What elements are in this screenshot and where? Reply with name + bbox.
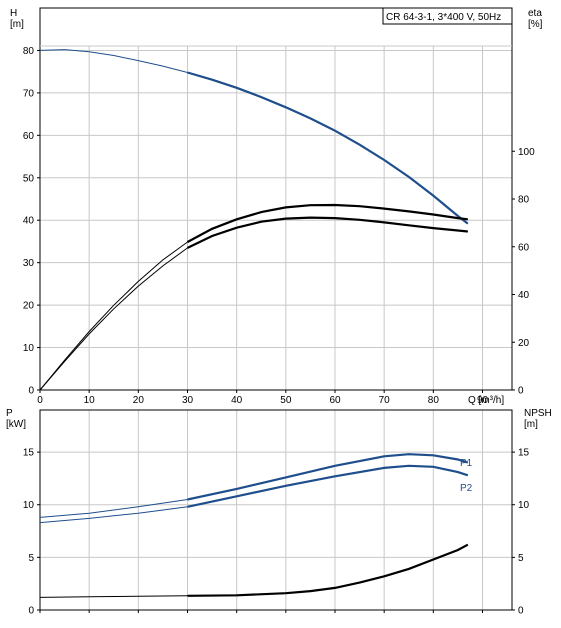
y-left-tick-label: 5 [28,553,34,564]
y-right-tick-label: 60 [518,242,530,253]
y-left-tick-label: 30 [23,258,35,269]
bottom-right-axis-label: NPSH [m] [524,408,552,430]
x-tick-label: 80 [428,395,440,406]
y-left-tick-label: 50 [23,173,35,184]
series-operating-range-curve-1 [186,203,468,243]
x-tick-label: 30 [182,395,194,406]
y-left-tick-label: 15 [23,448,35,459]
series-operating-range-curve-0 [187,71,469,225]
y-left-tick-label: 10 [23,343,35,354]
series-line-P2 [39,465,468,524]
top-right-axis-label: eta [%] [528,8,543,30]
curve-chart-p-npsh: 0 5 10 15 0 5 10 15 P [kW] NPSH [m] P1 P2 [6,408,552,617]
bottom-left-axis-label: P [kW] [6,408,26,430]
series-label-p2: P2 [460,483,473,494]
series-line-curve-2 [39,217,468,391]
bottom-tick-labels: 0 5 10 15 0 5 10 15 [23,448,530,617]
bottom-series-lines [39,453,469,598]
y-right-tick-label: 10 [518,500,530,511]
y-right-tick-label: 0 [518,606,524,617]
series-line-curve-1 [39,204,468,391]
x-tick-label: 90 [477,395,489,406]
series-label-p1: P1 [460,458,473,469]
top-left-axis-label: H [m] [10,8,24,30]
y-left-tick-label: 0 [28,386,34,397]
x-tick-label: 50 [280,395,292,406]
chart-title: CR 64-3-1, 3*400 V, 50Hz [386,12,501,23]
series-operating-range-P1 [187,453,469,501]
y-left-tick-label: 80 [23,46,35,57]
y-right-tick-label: 40 [518,290,530,301]
series-operating-range-curve-2 [187,216,468,249]
top-x-axis-label: Q [m³/h] [468,395,504,406]
y-left-tick-label: 60 [23,131,35,142]
y-left-tick-label: 40 [23,216,35,227]
y-left-tick-label: 10 [23,500,35,511]
bottom-plot-frame [39,409,513,611]
series-operating-range-P2 [187,464,469,508]
y-right-tick-label: 20 [518,338,530,349]
y-right-tick-label: 80 [518,195,530,206]
x-tick-label: 60 [329,395,341,406]
series-line-curve-0 [39,49,469,224]
x-tick-label: 20 [133,395,145,406]
top-tick-labels: 0 10 20 30 40 50 60 70 80 90 0 10 20 30 40 50 60 70 80 0 20 4… [23,46,535,406]
x-tick-label: 10 [84,395,96,406]
top-plot-frame [39,7,513,391]
top-series-lines [39,49,469,391]
y-right-tick-label: 0 [518,386,524,397]
y-right-tick-label: 5 [518,553,524,564]
top-gridlines [39,46,512,391]
y-right-tick-label: 15 [518,448,530,459]
x-tick-label: 70 [379,395,391,406]
series-operating-range-curve-2 [187,543,469,597]
chart-title-box [382,7,513,25]
curve-chart-h-eta: 0 10 20 30 40 50 60 70 80 90 0 10 20 30 40 50 60 70 80 0 20 4… [10,7,543,406]
x-tick-label: 0 [37,395,43,406]
x-tick-label: 40 [231,395,243,406]
y-left-tick-label: 70 [23,88,35,99]
y-left-tick-label: 20 [23,301,35,312]
y-left-tick-label: 0 [28,606,34,617]
y-right-tick-label: 100 [518,147,535,158]
